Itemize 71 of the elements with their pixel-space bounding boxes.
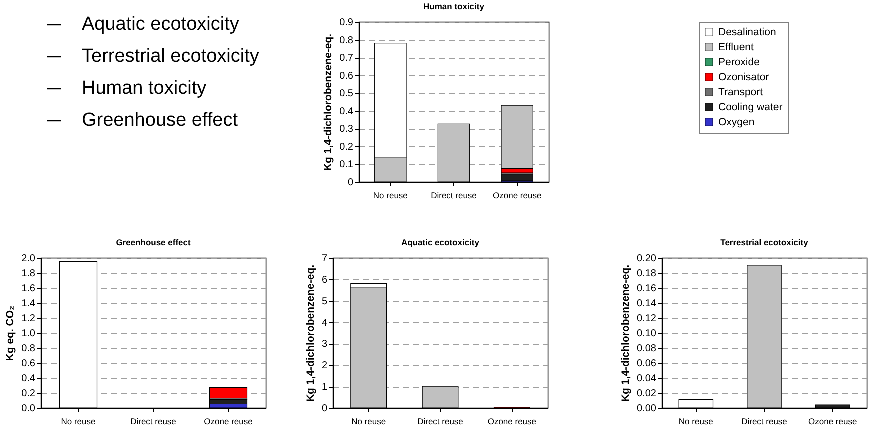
y-tick-label: 0.6: [340, 70, 354, 82]
y-axis-title: Kg 1,4-dichlorobenzene-eq.: [304, 264, 317, 402]
y-tick-label: 0: [348, 178, 354, 188]
y-tick-label: 4: [322, 318, 328, 329]
y-tick-label: 0.4: [340, 106, 354, 118]
x-tick-label: No reuse: [678, 416, 714, 426]
y-tick-label: 0.14: [637, 298, 657, 310]
chart-title: Terrestrial ecotoxicity: [720, 238, 809, 248]
x-tick-label: Ozone reuse: [808, 416, 858, 426]
y-tick-label: 0.08: [637, 344, 657, 354]
chart-title: Aquatic ecotoxicity: [402, 238, 480, 248]
y-axis-title: Kg 1,4-dichlorobenzene-eq.: [620, 264, 632, 402]
x-tick-label: Direct reuse: [742, 416, 788, 426]
y-axis-title: Kg eq. CO₂: [4, 305, 17, 362]
x-tick-label: No reuse: [373, 190, 408, 200]
y-tick-label: 0.3: [340, 124, 354, 136]
y-tick-label: 2: [322, 360, 328, 372]
y-tick-label: 0.04: [637, 374, 657, 384]
legend-label: Desalination: [718, 26, 776, 38]
text: Greenhouse effect: [82, 110, 238, 131]
x-tick-label: No reuse: [352, 416, 386, 426]
y-tick-label: 5: [322, 296, 328, 308]
x-tick-label: Ozone reuse: [492, 190, 542, 200]
text: Aquatic ecotoxicity: [82, 14, 240, 35]
y-tick-label: 1.6: [22, 284, 36, 294]
y-tick-label: 1.2: [22, 314, 36, 324]
text: Terrestrial ecotoxicity: [82, 46, 260, 67]
y-tick-label: 0.06: [637, 358, 657, 370]
legend-label: Ozonisator: [718, 71, 770, 84]
legend-label: Oxygen: [718, 116, 755, 128]
y-tick-label: 0.02: [637, 388, 657, 400]
y-tick-label: 0.8: [340, 35, 354, 46]
y-axis-title: Kg 1,4-dichlorobenzene-eq.: [322, 34, 335, 172]
legend-label: Cooling water: [718, 101, 784, 114]
y-tick-label: 1.0: [22, 328, 36, 340]
y-tick-label: 0.20: [637, 254, 657, 264]
y-tick-label: 1: [322, 382, 328, 394]
y-tick-label: 0.2: [22, 388, 36, 400]
y-tick-label: 0.7: [340, 53, 354, 64]
y-tick-label: 3: [322, 339, 328, 350]
y-tick-label: 0.18: [637, 268, 657, 280]
y-tick-label: 0: [322, 404, 328, 414]
y-tick-label: 0.6: [22, 358, 36, 370]
y-tick-label: 1.8: [22, 268, 36, 280]
x-tick-label: Ozone reuse: [204, 416, 254, 426]
y-tick-label: 0.9: [340, 18, 354, 28]
y-tick-label: 7: [322, 254, 328, 264]
chart-title: Human toxicity: [424, 2, 485, 12]
x-tick-label: No reuse: [61, 416, 96, 426]
x-tick-label: Direct reuse: [418, 416, 464, 426]
x-tick-label: Direct reuse: [130, 416, 177, 426]
y-tick-label: 0.0: [22, 404, 36, 414]
y-tick-label: 0.4: [22, 374, 36, 384]
text: Human toxicity: [82, 78, 207, 99]
legend-label: Transport: [718, 86, 764, 98]
y-tick-label: 0.8: [22, 344, 36, 354]
y-tick-label: 2.0: [22, 254, 36, 264]
x-tick-label: Ozone reuse: [488, 416, 537, 426]
y-tick-label: 0.5: [340, 88, 354, 100]
y-tick-label: 1.4: [22, 298, 36, 310]
y-tick-label: 0.16: [637, 284, 657, 294]
chart-title: Greenhouse effect: [116, 238, 191, 248]
y-tick-label: 0.12: [637, 314, 657, 324]
y-tick-label: 0.10: [637, 328, 657, 340]
y-tick-label: 0.2: [340, 142, 354, 153]
legend-label: Peroxide: [718, 56, 760, 68]
legend-label: Effluent: [718, 41, 754, 54]
y-tick-label: 0.1: [340, 160, 354, 171]
y-tick-label: 0.00: [637, 404, 657, 414]
x-tick-label: Direct reuse: [431, 190, 478, 200]
y-tick-label: 6: [322, 274, 328, 286]
